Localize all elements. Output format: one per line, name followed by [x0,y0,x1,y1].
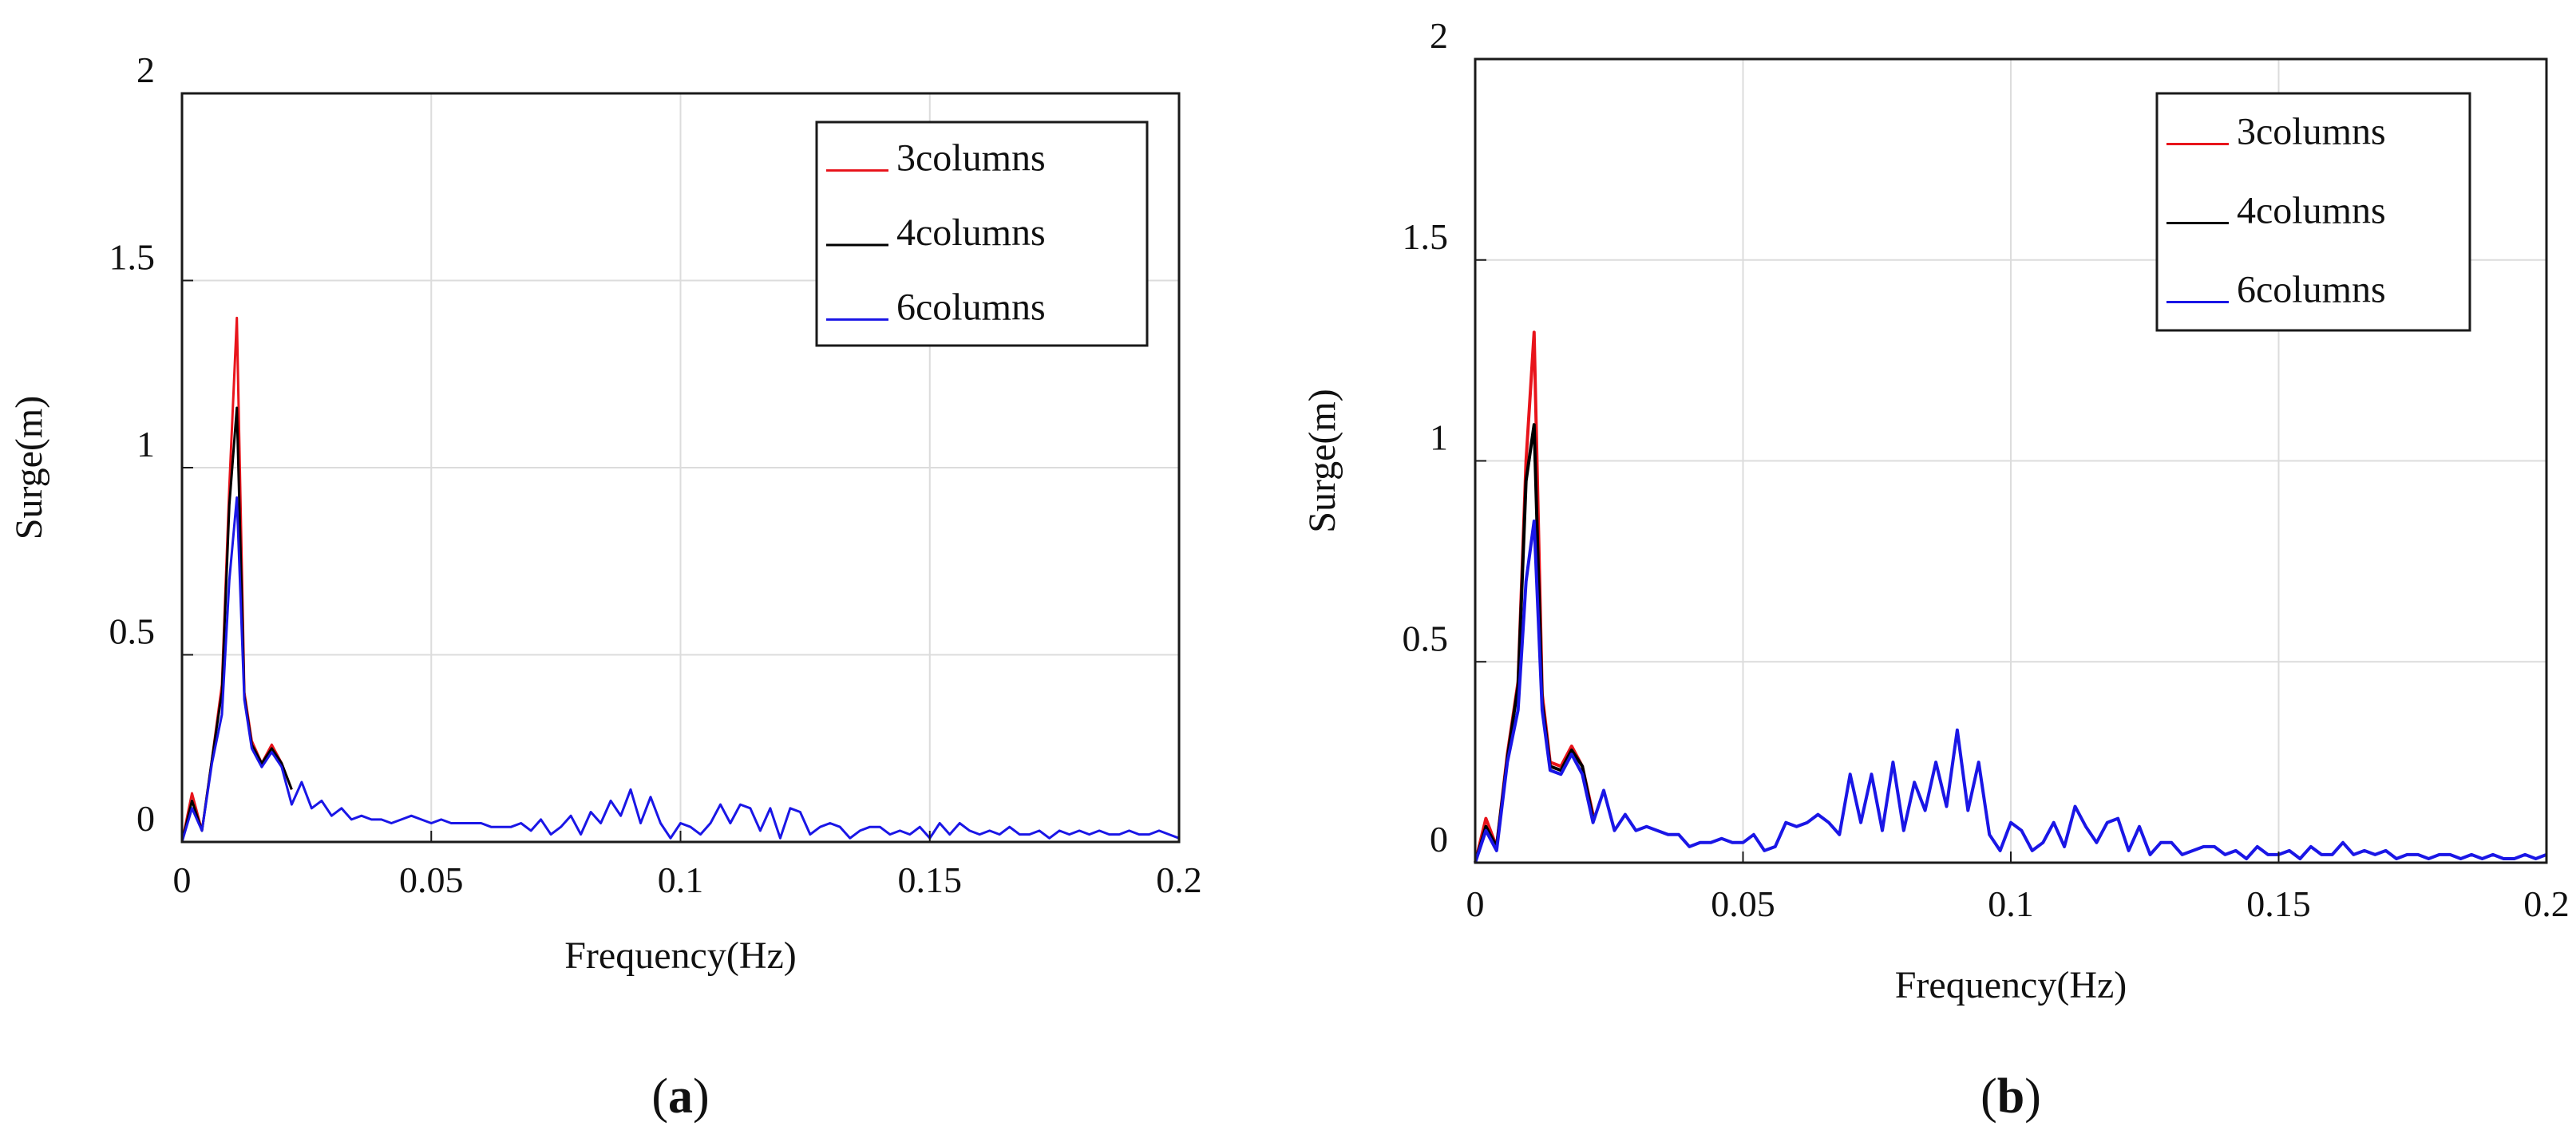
y-tick-label: 1.5 [1403,216,1449,257]
y-tick-label: 2 [1430,15,1448,56]
y-tick-label: 1.5 [109,237,156,278]
x-tick-label: 0 [1466,883,1485,924]
y-tick-label: 1 [1430,417,1448,458]
panel-label-letter: a [668,1069,693,1124]
chart-panel-b: 0 0.05 0.1 0.15 0.2 0 0.5 1 1.5 2 Frequency(Hz) Sur… [1301,15,2570,1124]
legend-label: 6columns [896,286,1046,328]
x-axis-label: Frequency(Hz) [1895,964,2127,1006]
panel-label-close: ) [693,1069,710,1124]
x-tick-label: 0.1 [1988,883,2034,924]
x-tick-label: 0.15 [898,859,963,900]
x-tick-label: 0.15 [2246,883,2311,924]
x-tick-label: 0.2 [2523,883,2570,924]
x-tick-label: 0.1 [658,859,704,900]
series-line-6columns [180,496,1180,843]
panel-label-open: ( [651,1069,668,1124]
y-tick-label: 0 [1430,819,1448,859]
panel-label-close: ) [2024,1069,2041,1124]
x-tick-label: 0.05 [1711,883,1775,924]
panel-label: (a) [651,1069,709,1124]
y-axis-label: Surge(m) [8,396,50,539]
legend-box [2155,92,2471,332]
legend: 3columns 4columns 6columns [2155,92,2471,332]
x-tick-label: 0.05 [399,859,464,900]
legend-label: 3columns [2237,111,2386,153]
chart-panel-a: 0 0.05 0.1 0.15 0.2 0 0.5 1 1.5 2 Frequency(Hz) Sur… [8,49,1202,1124]
x-tick-label: 0.2 [1156,859,1202,900]
legend-label: 4columns [2237,190,2386,232]
panel-label-letter: b [1997,1069,2024,1124]
x-tick-label: 0 [173,859,192,900]
y-tick-label: 0 [137,798,155,839]
y-tick-label: 0.5 [1403,618,1449,658]
series-line-6columns [1474,520,2547,863]
y-tick-label: 1 [137,424,155,464]
legend-label: 3columns [896,137,1046,180]
x-axis-label: Frequency(Hz) [564,935,797,977]
legend-label: 6columns [2237,269,2386,311]
y-tick-label: 0.5 [109,611,156,652]
panel-label: (b) [1980,1069,2041,1124]
legend-label: 4columns [896,211,1046,254]
legend-box [815,121,1149,347]
panel-label-open: ( [1980,1069,1997,1124]
y-tick-label: 2 [137,49,155,90]
legend: 3columns 4columns 6columns [815,121,1149,347]
y-axis-label: Surge(m) [1301,389,1343,532]
